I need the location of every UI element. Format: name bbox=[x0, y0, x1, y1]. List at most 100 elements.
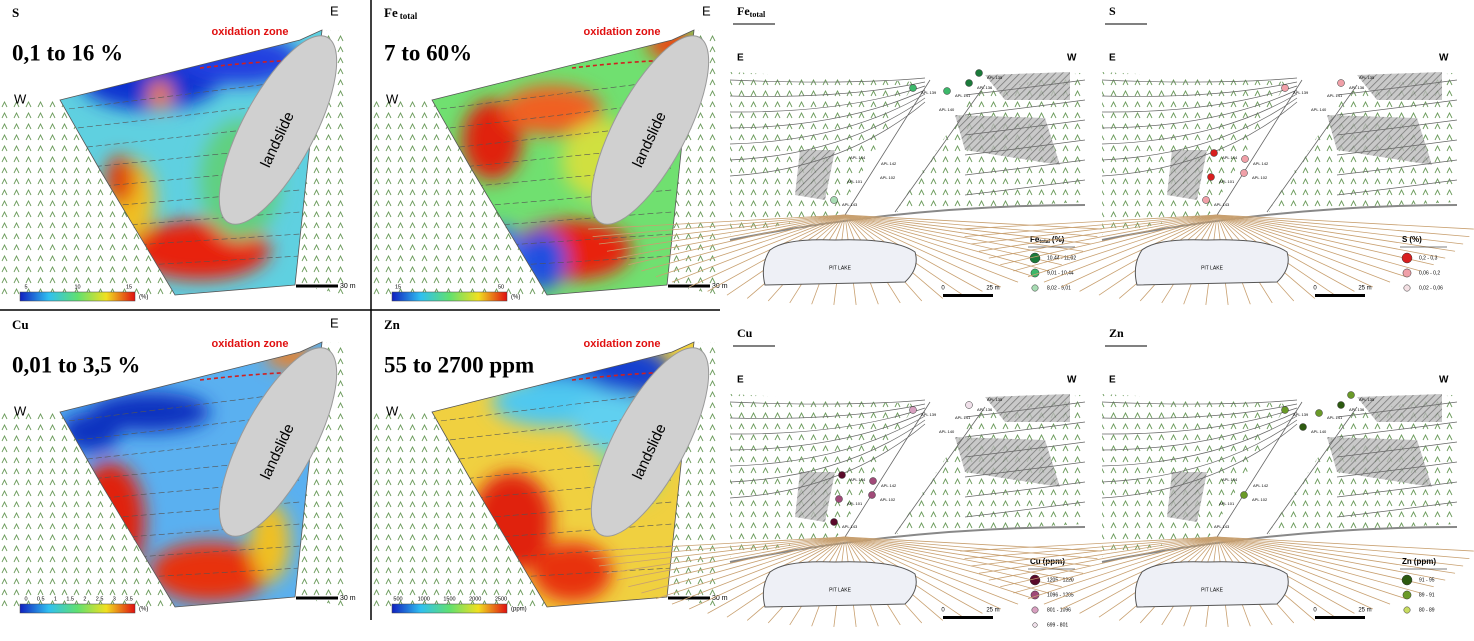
legend-swatch bbox=[1403, 591, 1411, 599]
scale-start: 0 bbox=[941, 286, 945, 292]
sample-label: APL 136 bbox=[977, 407, 993, 412]
colorbar-tick: 3.5 bbox=[125, 596, 133, 602]
sample-label: APL 139 bbox=[921, 90, 937, 95]
pit-lake-label: PIT LAKE bbox=[829, 587, 852, 593]
west-label: W bbox=[1067, 375, 1077, 386]
range-label: 0,1 to 16 % bbox=[12, 40, 123, 65]
sample-label: APL 141 bbox=[1327, 93, 1343, 98]
sample-label: APL 101 bbox=[1219, 179, 1235, 184]
legend-unit: (ppm) bbox=[1414, 557, 1437, 566]
legend-label: 0,06 - 0,2 bbox=[1419, 270, 1440, 276]
legend-swatch bbox=[1402, 253, 1412, 263]
sample-dot bbox=[1316, 410, 1323, 417]
section-title: S bbox=[1109, 4, 1116, 18]
scale-bar bbox=[1315, 616, 1365, 619]
heatmap-panel: landslideoxidation zoneWEFetotal7 to 60%… bbox=[372, 3, 731, 301]
colorbar-unit: (%) bbox=[139, 607, 148, 613]
sample-label: APL 101 bbox=[847, 501, 863, 506]
oxidation-label: oxidation zone bbox=[212, 26, 289, 38]
scale-start: 0 bbox=[1313, 286, 1317, 292]
east-label: E bbox=[330, 3, 339, 18]
sample-dot bbox=[870, 478, 877, 485]
colorbar-tick: 10 bbox=[74, 284, 80, 290]
sample-label: APL 143 bbox=[842, 202, 858, 207]
sample-label: APL 141 bbox=[1327, 415, 1343, 420]
element: S bbox=[12, 5, 19, 20]
west-label: W bbox=[14, 91, 27, 106]
sample-label: APL 102 bbox=[1252, 497, 1268, 502]
sample-dot bbox=[1282, 407, 1289, 414]
sample-label: APL 141 bbox=[955, 415, 971, 420]
colorbar-unit: (%) bbox=[511, 295, 520, 301]
pit-lake bbox=[1135, 562, 1288, 607]
scale-start: 0 bbox=[1313, 608, 1317, 614]
sample-label: APL 139 bbox=[1293, 412, 1309, 417]
sample-dot bbox=[869, 492, 876, 499]
range-label: 7 to 60% bbox=[384, 40, 472, 65]
legend-swatch bbox=[1402, 575, 1412, 585]
pit-lake-label: PIT LAKE bbox=[1201, 587, 1224, 593]
element-sub: total bbox=[400, 11, 418, 21]
legend-swatch bbox=[1033, 623, 1038, 628]
element: Cu bbox=[737, 326, 753, 340]
section-title: Fetotal bbox=[737, 4, 766, 19]
sample-label: APL 102 bbox=[880, 175, 896, 180]
sample-label: APL 143 bbox=[1214, 524, 1230, 529]
element: Zn bbox=[1109, 326, 1124, 340]
scale-end: 25 m bbox=[986, 608, 999, 614]
sample-dot bbox=[1211, 150, 1218, 157]
west-label: W bbox=[386, 91, 399, 106]
element: Fe bbox=[737, 4, 750, 18]
colorbar-tick: 1 bbox=[54, 596, 57, 602]
colorbar-tick: 15 bbox=[126, 284, 132, 290]
colorbar-tick: 1500 bbox=[443, 596, 455, 602]
scale-label: 30 m bbox=[712, 283, 728, 290]
sample-dot bbox=[910, 85, 917, 92]
sample-dot bbox=[1348, 392, 1355, 399]
sample-label: APL 144 bbox=[1222, 477, 1238, 482]
colorbar-tick: 2000 bbox=[469, 596, 481, 602]
sample-dot bbox=[966, 80, 973, 87]
legend-label: 89 - 91 bbox=[1419, 592, 1435, 598]
colorbar bbox=[392, 292, 507, 301]
sample-label: APL 136 bbox=[1349, 407, 1365, 412]
east-label: E bbox=[330, 315, 339, 330]
range-label: 0,01 to 3,5 % bbox=[12, 352, 140, 377]
oxidation-label: oxidation zone bbox=[584, 26, 661, 38]
scale-label: 30 m bbox=[712, 595, 728, 602]
sample-dot bbox=[1242, 156, 1249, 163]
legend-swatch bbox=[1032, 607, 1038, 613]
colorbar-tick: 0 bbox=[24, 596, 27, 602]
scale-bar bbox=[943, 616, 993, 619]
sample-label: APL 142 bbox=[881, 483, 897, 488]
element-label: S bbox=[12, 5, 19, 20]
sample-dot bbox=[1241, 170, 1248, 177]
scale-label: 30 m bbox=[340, 283, 356, 290]
colorbar-unit: (%) bbox=[139, 295, 148, 301]
legend-swatch bbox=[1403, 269, 1411, 277]
pit-lake bbox=[763, 240, 916, 285]
element: Zn bbox=[384, 317, 401, 332]
sample-dot bbox=[1338, 80, 1345, 87]
sample-label: APL 139 bbox=[921, 412, 937, 417]
element-label: Zn bbox=[384, 317, 401, 332]
oxidation-label: oxidation zone bbox=[584, 338, 661, 350]
sample-label: APL 141 bbox=[955, 93, 971, 98]
sample-dot bbox=[944, 88, 951, 95]
sample-label: APL 135 bbox=[987, 75, 1003, 80]
legend-label: 0,2 - 0,3 bbox=[1419, 255, 1438, 261]
east-label: E bbox=[1109, 53, 1116, 64]
sample-label: APL 140 bbox=[939, 429, 955, 434]
heatmap-panel: landslideoxidation zoneWECu0,01 to 3,5 %… bbox=[0, 315, 359, 613]
sample-label: APL 101 bbox=[1219, 501, 1235, 506]
element-label: Cu bbox=[12, 317, 29, 332]
legend-swatch bbox=[1404, 607, 1410, 613]
legend-label: 0,02 - 0,06 bbox=[1419, 285, 1443, 291]
section-title: Cu bbox=[737, 326, 753, 340]
sample-label: APL 140 bbox=[1311, 429, 1327, 434]
legend-label: 91 - 95 bbox=[1419, 577, 1435, 583]
legend-swatch bbox=[1030, 253, 1040, 263]
pit-lake-label: PIT LAKE bbox=[1201, 265, 1224, 271]
sample-label: APL 139 bbox=[1293, 90, 1309, 95]
